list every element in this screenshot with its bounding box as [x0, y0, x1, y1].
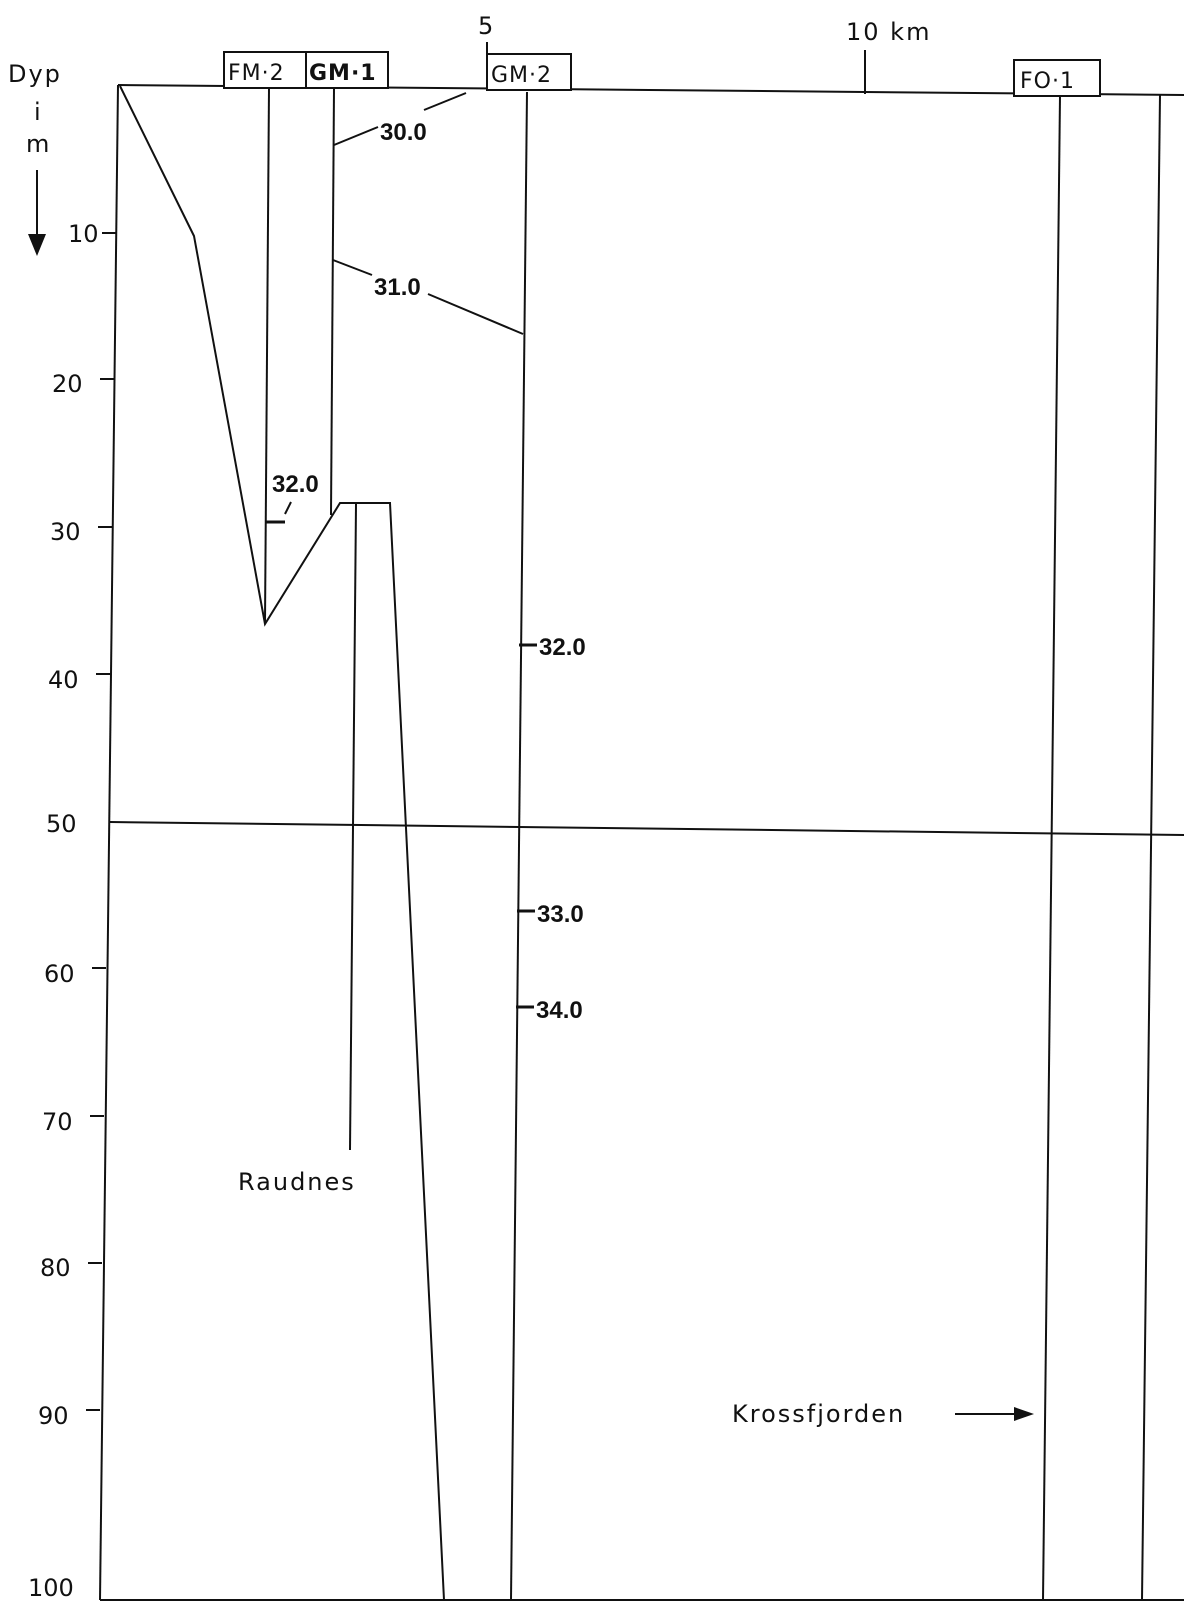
svg-text:90: 90 [38, 1402, 69, 1430]
isoline-32-fm2: 32.0 [265, 471, 319, 522]
svg-text:100: 100 [28, 1574, 74, 1602]
right-frame-line [1142, 95, 1160, 1600]
svg-text:32.0: 32.0 [539, 634, 586, 661]
svg-text:30: 30 [50, 518, 81, 546]
svg-text:10 km: 10 km [846, 18, 931, 46]
station-gm1: GM·1 [306, 52, 388, 88]
svg-text:Krossfjorden: Krossfjorden [732, 1400, 905, 1428]
svg-text:30.0: 30.0 [380, 119, 427, 146]
arrow-right-icon [1014, 1407, 1034, 1421]
svg-text:GM·2: GM·2 [491, 63, 552, 88]
depth-axis [100, 85, 118, 1600]
svg-text:50: 50 [46, 810, 77, 838]
depth-tick-60: 60 [44, 960, 106, 988]
svg-text:34.0: 34.0 [536, 997, 583, 1024]
svg-text:70: 70 [42, 1108, 73, 1136]
depth-tick-70: 70 [42, 1108, 104, 1136]
station-fm2: FM·2 [224, 52, 306, 88]
station-fo1: FO·1 [1014, 60, 1100, 96]
isoline-32-gm2: 32.0 [519, 634, 586, 661]
svg-text:GM·1: GM·1 [309, 61, 377, 86]
svg-text:5: 5 [478, 12, 493, 40]
svg-text:32.0: 32.0 [272, 471, 319, 498]
axis-title-m: m [26, 130, 51, 158]
raudnes-marker-line [350, 504, 356, 1150]
isoline-34-gm2: 34.0 [516, 997, 583, 1024]
depth-tick-30: 30 [50, 518, 112, 546]
svg-text:31.0: 31.0 [374, 274, 421, 301]
svg-text:10: 10 [68, 220, 99, 248]
depth-tick-90: 90 [38, 1402, 100, 1430]
svg-text:33.0: 33.0 [537, 901, 584, 928]
depth-50m-line [110, 822, 1184, 835]
axis-title-dyp: Dyp [8, 60, 62, 88]
station-line-gm2 [511, 92, 527, 1600]
depth-tick-10: 10 [68, 220, 116, 248]
station-line-fm2 [265, 88, 269, 622]
depth-tick-50: 50 [46, 810, 77, 838]
svg-text:60: 60 [44, 960, 75, 988]
depth-tick-40: 40 [48, 666, 110, 694]
svg-text:80: 80 [40, 1254, 71, 1282]
svg-text:20: 20 [52, 370, 83, 398]
station-gm2: GM·2 [487, 54, 571, 90]
place-label-raudnes: Raudnes [238, 1168, 356, 1196]
depth-tick-80: 80 [40, 1254, 102, 1282]
axis-title-i: i [34, 98, 43, 126]
distance-tick-10: 10 km [846, 18, 931, 94]
depth-arrow-icon [28, 170, 46, 256]
depth-tick-100: 100 [28, 1574, 74, 1602]
svg-text:FO·1: FO·1 [1020, 69, 1075, 94]
place-label-krossfjorden: Krossfjorden [732, 1400, 1034, 1428]
svg-text:40: 40 [48, 666, 79, 694]
svg-text:FM·2: FM·2 [228, 61, 285, 86]
isoline-30: 30.0 [334, 93, 466, 146]
station-line-gm1 [331, 88, 334, 515]
bottom-profile [120, 86, 444, 1600]
isoline-33-gm2: 33.0 [517, 901, 584, 928]
station-line-fo1 [1043, 96, 1060, 1600]
isoline-31: 31.0 [333, 260, 523, 334]
depth-tick-20: 20 [52, 370, 114, 398]
